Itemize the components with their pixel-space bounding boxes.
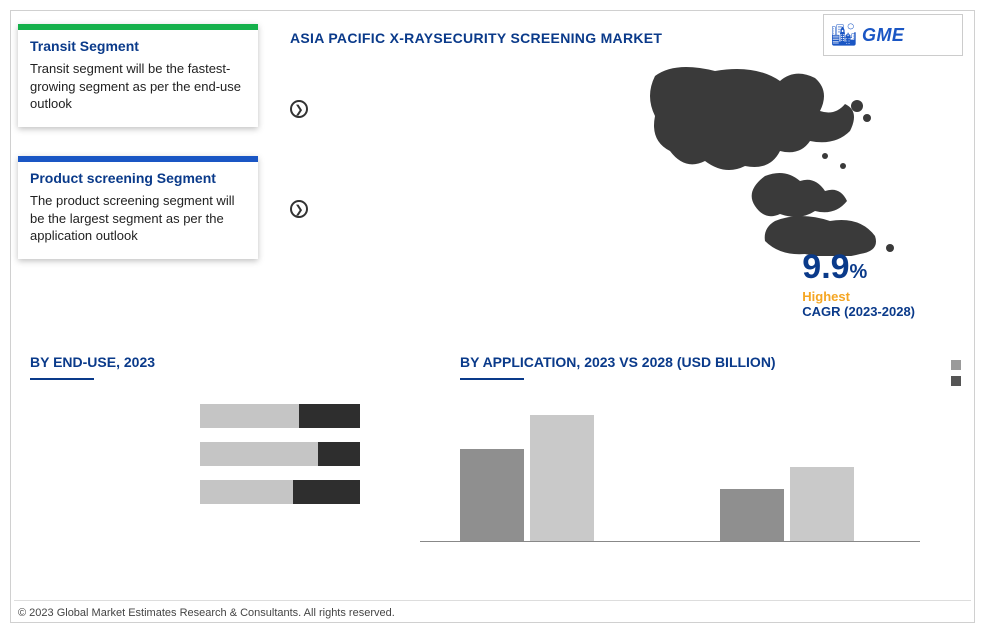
- brand-icon: 🏙: [830, 22, 858, 48]
- cagr-highest-label: Highest: [802, 289, 915, 304]
- bar-segment: [200, 442, 318, 466]
- bar-segment: [200, 404, 299, 428]
- chevron-right-icon: ❯: [290, 200, 308, 218]
- segment-title: Transit Segment: [30, 38, 246, 54]
- asia-pacific-map-icon: [625, 56, 925, 256]
- chevron-right-icon: ❯: [290, 100, 308, 118]
- column-bar: [460, 449, 524, 541]
- segment-card-transit: Transit Segment Transit segment will be …: [18, 24, 258, 127]
- enduse-bar-chart: [30, 404, 360, 554]
- bar-row: [200, 442, 360, 466]
- infographic-title: ASIA PACIFIC X-RAYSECURITY SCREENING MAR…: [290, 30, 662, 46]
- segment-title: Product screening Segment: [30, 170, 246, 186]
- copyright-text: © 2023 Global Market Estimates Research …: [18, 607, 395, 619]
- column-bar: [790, 467, 854, 541]
- cagr-block: 9.9% Highest CAGR (2023-2028): [802, 248, 915, 319]
- column-bar: [530, 415, 594, 541]
- title-underline: [460, 378, 524, 380]
- brand-logo: 🏙 GME: [823, 14, 963, 56]
- chart-legend: [951, 360, 961, 386]
- legend-swatch: [951, 360, 961, 370]
- bar-segment: [293, 480, 360, 504]
- bar-segment: [200, 480, 293, 504]
- segment-body: Transit segment will be the fastest-grow…: [30, 60, 246, 113]
- segment-body: The product screening segment will be th…: [30, 192, 246, 245]
- cagr-percent-sign: %: [850, 261, 868, 283]
- bar-row: [200, 480, 360, 504]
- section-title-application: BY APPLICATION, 2023 VS 2028 (USD BILLIO…: [460, 354, 776, 370]
- cagr-period-label: CAGR (2023-2028): [802, 304, 915, 319]
- title-underline: [30, 378, 94, 380]
- bar-row: [200, 404, 360, 428]
- legend-swatch: [951, 376, 961, 386]
- chart-axis: [420, 541, 920, 542]
- divider: [14, 600, 971, 601]
- section-title-enduse: BY END-USE, 2023: [30, 354, 155, 370]
- application-column-chart: [420, 392, 940, 560]
- brand-text: GME: [862, 25, 905, 46]
- cagr-value: 9.9: [802, 248, 849, 286]
- bar-segment: [318, 442, 360, 466]
- bar-segment: [299, 404, 360, 428]
- column-bar: [720, 489, 784, 541]
- segment-card-product-screening: Product screening Segment The product sc…: [18, 156, 258, 259]
